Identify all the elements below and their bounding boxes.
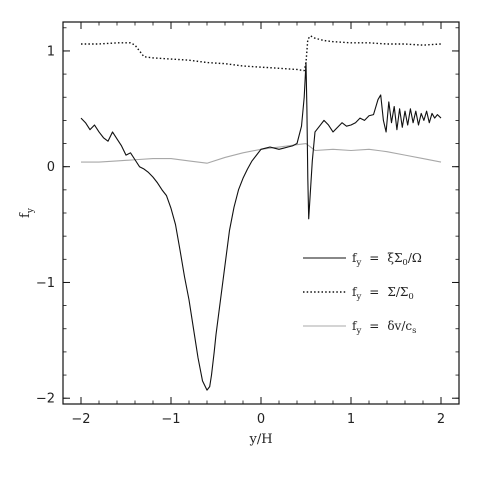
series-layer bbox=[80, 35, 442, 391]
legend-label-part: = bbox=[369, 285, 379, 299]
x-tick-label: −2 bbox=[71, 412, 90, 427]
legend-label-part: f bbox=[352, 251, 358, 265]
plot-frame bbox=[62, 21, 460, 405]
y-tick-label: −1 bbox=[36, 276, 55, 291]
y-tick-label: 0 bbox=[47, 160, 55, 175]
legend-label-part: 0 bbox=[402, 258, 407, 268]
legend-label-part: Σ/Σ bbox=[387, 285, 408, 299]
legend-label-part: δv/c bbox=[387, 319, 412, 333]
x-tick-label: −1 bbox=[161, 412, 180, 427]
series-line-1 bbox=[80, 61, 442, 391]
x-tick-label: 0 bbox=[257, 412, 265, 427]
legend-label-part: = bbox=[369, 251, 379, 265]
y-axis-label-sub: y bbox=[26, 207, 36, 214]
legend-label-part: f bbox=[352, 319, 358, 333]
legend-label-part: ξΣ bbox=[387, 251, 402, 265]
y-axis-label: fy bbox=[18, 207, 36, 218]
legend-label-part: /Ω bbox=[408, 251, 422, 265]
x-tick-label: 1 bbox=[347, 412, 355, 427]
series-line-3 bbox=[81, 143, 442, 164]
x-tick-label: 2 bbox=[437, 412, 445, 427]
x-axis-label: y/H bbox=[248, 432, 272, 447]
legend-label-part: = bbox=[369, 319, 379, 333]
legend-label-part: f bbox=[352, 285, 358, 299]
legend-label-3: fy = δv/cs bbox=[352, 319, 416, 336]
legend-label-2: fy = Σ/Σ0 bbox=[352, 285, 414, 302]
legend-label-part: 0 bbox=[408, 292, 413, 302]
y-tick-label: 1 bbox=[47, 44, 55, 59]
legend-label-part: y bbox=[355, 292, 361, 302]
y-tick-label: −2 bbox=[36, 392, 55, 407]
ticks: −2 −1 0 1 2 −2 −1 0 1 bbox=[36, 22, 459, 427]
y-axis-label-main: f bbox=[18, 212, 33, 218]
legend-label-1: fy = ξΣ0/Ω bbox=[352, 251, 422, 268]
legend-label-part: y bbox=[355, 326, 361, 336]
legend-label-part: s bbox=[412, 326, 416, 336]
legend-label-part: y bbox=[355, 258, 361, 268]
series-line-2 bbox=[81, 35, 442, 72]
